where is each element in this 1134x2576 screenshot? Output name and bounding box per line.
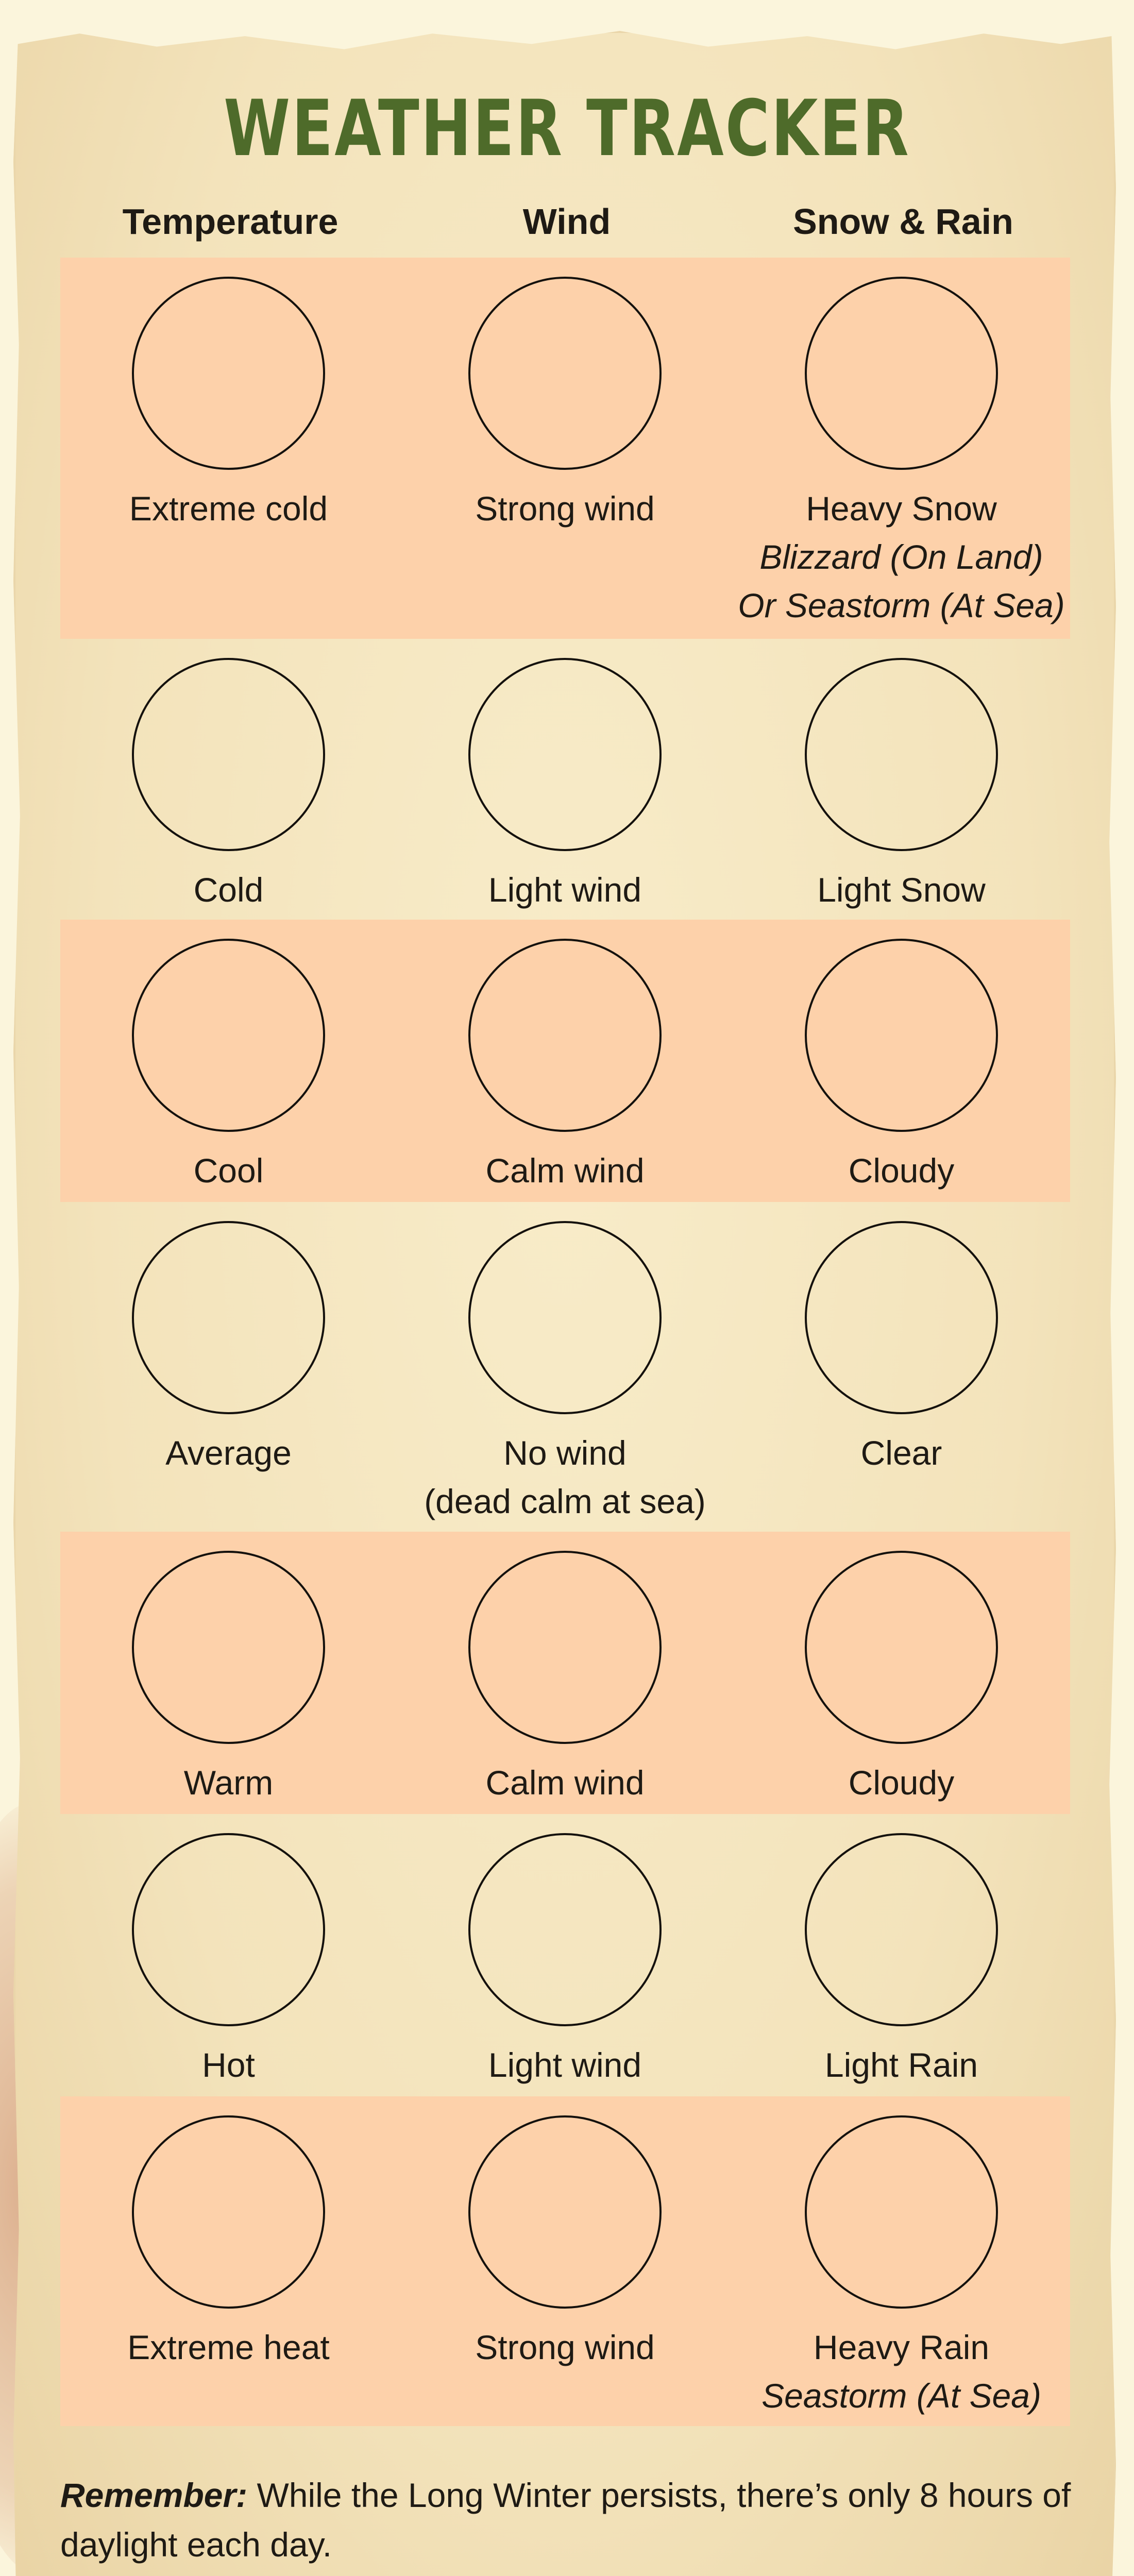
tracker-circle[interactable] — [131, 1221, 325, 1414]
tracker-circle[interactable] — [804, 277, 998, 470]
precip-cell: Light Snow — [733, 639, 1070, 920]
tracker-circle[interactable] — [804, 939, 998, 1132]
tracker-circle[interactable] — [804, 2115, 998, 2309]
wind-cell: Calm wind — [397, 1532, 733, 1814]
precip-label: Cloudy — [848, 1764, 955, 1802]
wind-label: Strong wind — [475, 2328, 655, 2366]
column-header-snow-rain: Snow & Rain — [793, 201, 1013, 242]
tracker-circle[interactable] — [804, 658, 998, 851]
temperature-label: Hot — [202, 2046, 255, 2084]
temperature-cell: Extreme cold — [60, 258, 397, 639]
temperature-label: Cool — [193, 1151, 264, 1190]
temperature-label: Extreme heat — [127, 2328, 330, 2366]
wind-label: Light wind — [488, 871, 642, 909]
tracker-circle[interactable] — [131, 2115, 325, 2309]
tracker-circle[interactable] — [468, 2115, 662, 2309]
reminder-note: Remember: While the Long Winter persists… — [60, 2470, 1080, 2569]
column-header-temperature: Temperature — [122, 201, 338, 242]
tracker-circle[interactable] — [804, 1221, 998, 1414]
wind-label: Strong wind — [475, 489, 655, 528]
wind-label: Light wind — [488, 2046, 642, 2084]
wind-note: (dead calm at sea) — [424, 1482, 706, 1520]
wind-label: Calm wind — [485, 1764, 645, 1802]
tracker-circle[interactable] — [468, 939, 662, 1132]
wind-cell: Strong wind — [397, 258, 733, 639]
precip-label: Cloudy — [848, 1151, 955, 1190]
reminder-label: Remember: — [60, 2476, 248, 2514]
temperature-cell: Extreme heat — [60, 2096, 397, 2426]
page-title: WEATHER TRACKER — [224, 84, 910, 174]
reminder-text: While the Long Winter persists, there’s … — [60, 2476, 1071, 2564]
tracker-circle[interactable] — [804, 1551, 998, 1744]
wind-cell: Light wind — [397, 1814, 733, 2096]
tracker-row-extreme-cold: Extreme cold Strong wind Heavy Snow Bliz… — [60, 258, 1070, 639]
wind-label: No wind (dead calm at sea) — [397, 1429, 733, 1526]
tracker-circle[interactable] — [131, 658, 325, 851]
tracker-circle[interactable] — [468, 1833, 662, 2026]
tracker-row-cool: Cool Calm wind Cloudy — [60, 920, 1070, 1202]
temperature-label: Cold — [193, 871, 264, 909]
precip-label: Heavy Snow Blizzard (On Land) Or Seastor… — [733, 484, 1070, 630]
tracker-circle[interactable] — [131, 939, 325, 1132]
temperature-cell: Cold — [60, 639, 397, 920]
temperature-label: Extreme cold — [129, 489, 328, 528]
tracker-row-hot: Hot Light wind Light Rain — [60, 1814, 1070, 2096]
precip-note: Seastorm (At Sea) — [761, 2377, 1041, 2415]
wind-cell: No wind (dead calm at sea) — [397, 1202, 733, 1532]
temperature-cell: Warm — [60, 1532, 397, 1814]
tracker-circle[interactable] — [131, 1551, 325, 1744]
tracker-circle[interactable] — [804, 1833, 998, 2026]
tracker-circle[interactable] — [131, 1833, 325, 2026]
tracker-row-warm: Warm Calm wind Cloudy — [60, 1532, 1070, 1814]
temperature-cell: Hot — [60, 1814, 397, 2096]
tracker-row-extreme-heat: Extreme heat Strong wind Heavy Rain Seas… — [60, 2096, 1070, 2426]
temperature-cell: Average — [60, 1202, 397, 1532]
tracker-circle[interactable] — [468, 1221, 662, 1414]
wind-cell: Calm wind — [397, 920, 733, 1202]
wind-cell: Light wind — [397, 639, 733, 920]
precip-note: Or Seastorm (At Sea) — [738, 586, 1065, 624]
precip-cell: Heavy Rain Seastorm (At Sea) — [733, 2096, 1070, 2426]
tracker-circle[interactable] — [131, 277, 325, 470]
wind-cell: Strong wind — [397, 2096, 733, 2426]
tracker-circle[interactable] — [468, 1551, 662, 1744]
temperature-cell: Cool — [60, 920, 397, 1202]
precip-cell: Light Rain — [733, 1814, 1070, 2096]
precip-label: Light Snow — [817, 871, 986, 909]
precip-note: Blizzard (On Land) — [759, 538, 1043, 576]
precip-cell: Cloudy — [733, 1532, 1070, 1814]
wind-label: Calm wind — [485, 1151, 645, 1190]
tracker-row-average: Average No wind (dead calm at sea) Clear — [60, 1202, 1070, 1532]
precip-label: Clear — [860, 1434, 942, 1472]
precip-cell: Cloudy — [733, 920, 1070, 1202]
temperature-label: Average — [165, 1434, 292, 1472]
tracker-circle[interactable] — [468, 658, 662, 851]
tracker-row-cold: Cold Light wind Light Snow — [60, 639, 1070, 920]
precip-label: Light Rain — [824, 2046, 978, 2084]
precip-cell: Clear — [733, 1202, 1070, 1532]
temperature-label: Warm — [183, 1764, 274, 1802]
column-header-wind: Wind — [522, 201, 611, 242]
precip-label: Heavy Rain Seastorm (At Sea) — [733, 2323, 1070, 2420]
tracker-circle[interactable] — [468, 277, 662, 470]
precip-cell: Heavy Snow Blizzard (On Land) Or Seastor… — [733, 258, 1070, 639]
